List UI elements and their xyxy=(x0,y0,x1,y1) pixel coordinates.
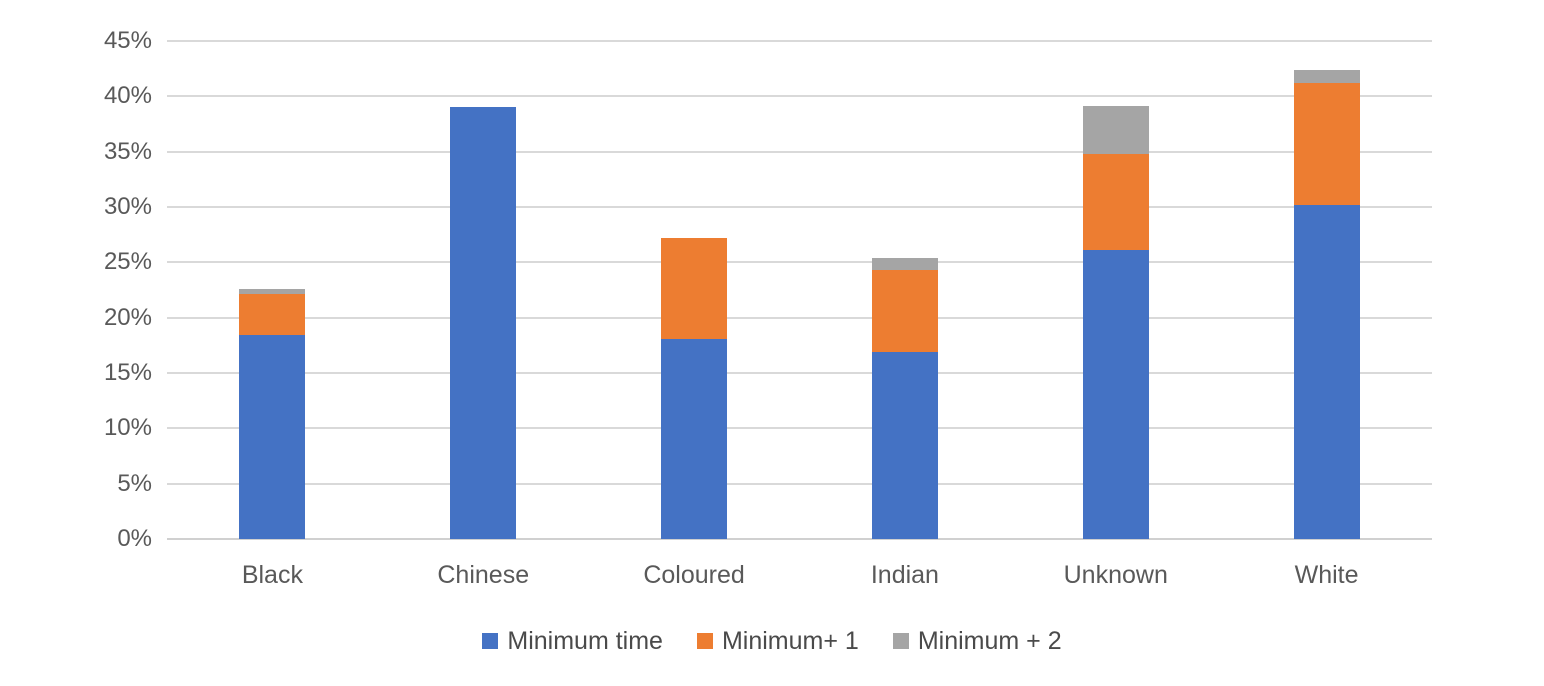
legend-label: Minimum+ 1 xyxy=(721,627,859,655)
legend-item: Minimum time xyxy=(482,626,663,656)
y-tick-label: 25% xyxy=(103,248,152,276)
bar-segment-minimum-1 xyxy=(239,294,306,336)
legend-item: Minimum + 2 xyxy=(892,626,1062,656)
y-tick-label: 15% xyxy=(103,359,152,386)
bar-unknown xyxy=(1082,106,1149,539)
bar-chinese xyxy=(450,107,517,539)
gridline xyxy=(167,150,1432,153)
bar-segment-minimum-2 xyxy=(871,257,938,271)
bar-segment-minimum-1 xyxy=(661,238,728,339)
legend-label: Minimum + 2 xyxy=(917,627,1062,655)
bar-segment-minimum-time xyxy=(1293,204,1360,539)
legend-item: Minimum+ 1 xyxy=(696,626,859,656)
x-axis-label: Coloured xyxy=(643,561,745,589)
bar-segment-minimum-2 xyxy=(1082,106,1149,154)
bar-segment-minimum-2 xyxy=(1293,69,1360,84)
bar-segment-minimum-time xyxy=(239,335,306,539)
gridline xyxy=(167,427,1432,430)
bar-segment-minimum-time xyxy=(871,351,938,539)
bar-segment-minimum-1 xyxy=(1293,83,1360,205)
gridline xyxy=(167,372,1432,374)
y-tick-label: 45% xyxy=(103,27,152,54)
x-axis-label: White xyxy=(1294,561,1359,589)
gridline xyxy=(167,482,1432,485)
y-tick-label: 30% xyxy=(103,193,152,220)
legend-swatch-icon xyxy=(482,633,499,649)
bar-black xyxy=(239,288,306,539)
bar-indian xyxy=(871,257,938,539)
gridline xyxy=(167,206,1432,208)
bar-segment-minimum-time xyxy=(661,338,728,539)
bar-coloured xyxy=(661,238,728,539)
y-tick-label: 40% xyxy=(103,82,152,110)
x-axis-label: Indian xyxy=(870,561,939,589)
y-tick-label: 5% xyxy=(117,469,152,497)
gridline xyxy=(167,95,1432,98)
legend-label: Minimum time xyxy=(507,627,663,655)
y-tick-label: 10% xyxy=(103,414,152,442)
bar-segment-minimum-time xyxy=(450,107,517,539)
legend: Minimum time Minimum+ 1 Minimum + 2 xyxy=(0,626,1544,656)
legend-swatch-icon xyxy=(892,633,909,649)
plot-area xyxy=(167,40,1432,540)
gridline xyxy=(167,261,1432,264)
gridline xyxy=(167,40,1432,42)
bar-white xyxy=(1293,69,1360,539)
bar-segment-minimum-2 xyxy=(239,288,306,295)
x-axis-label: Unknown xyxy=(1063,561,1168,589)
y-tick-label: 20% xyxy=(103,303,152,331)
bar-segment-minimum-1 xyxy=(871,270,938,352)
legend-swatch-icon xyxy=(696,633,713,649)
x-axis-line xyxy=(167,538,1432,540)
x-axis-label: Chinese xyxy=(437,561,530,589)
x-axis-label: Black xyxy=(241,561,303,589)
y-tick-label: 35% xyxy=(103,137,152,165)
y-tick-label: 0% xyxy=(117,525,152,552)
bar-segment-minimum-time xyxy=(1082,250,1149,539)
gridline xyxy=(167,316,1432,319)
bar-segment-minimum-1 xyxy=(1082,153,1149,251)
